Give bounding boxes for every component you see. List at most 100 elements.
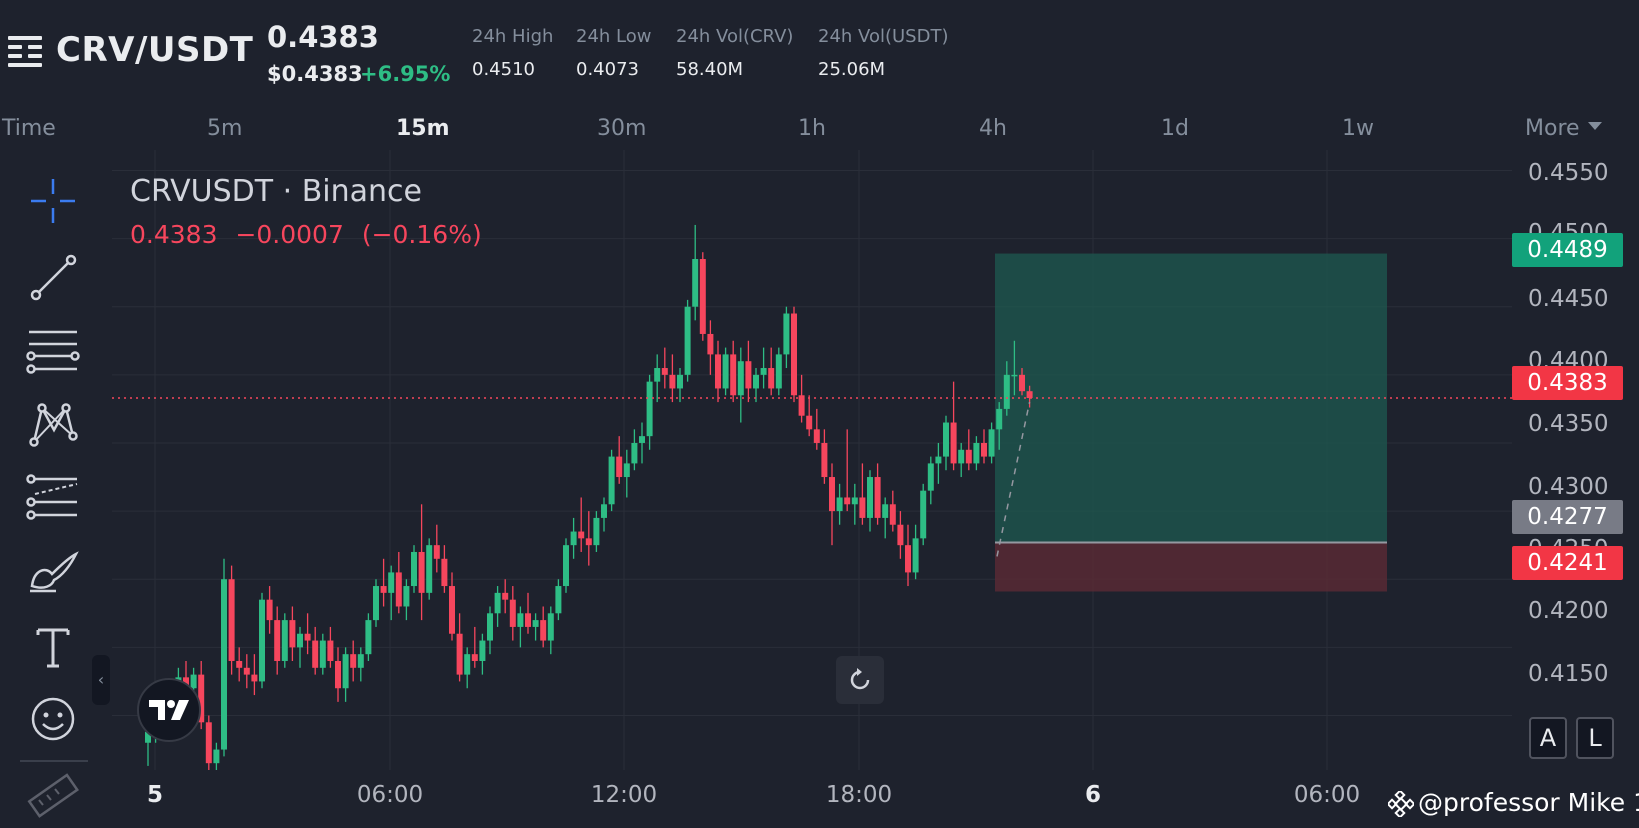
candle-body — [867, 477, 873, 518]
candle-body — [464, 654, 471, 675]
candle-body — [593, 517, 600, 546]
candle-body — [426, 545, 433, 593]
stop-price-tag[interactable]: 0.4241 — [1512, 546, 1623, 580]
candle-body — [920, 490, 927, 539]
reset-chart-button[interactable] — [836, 656, 884, 704]
price-change-percent: +6.95% — [360, 62, 451, 86]
text-tool[interactable] — [22, 618, 84, 676]
price-tick: 0.4300 — [1528, 474, 1609, 500]
candle-body — [487, 613, 493, 641]
legend-change-percent: (−0.16%) — [361, 220, 482, 249]
tab-15m[interactable]: 15m — [396, 116, 450, 141]
tab-1d[interactable]: 1d — [1161, 116, 1189, 141]
candle-body — [433, 545, 440, 559]
candle-body — [1019, 374, 1025, 392]
time-tick: 18:00 — [825, 782, 893, 808]
auto-scale-button[interactable]: A — [1529, 717, 1567, 759]
target-price-tag[interactable]: 0.4489 — [1512, 233, 1623, 267]
more-dropdown[interactable]: More — [1525, 116, 1602, 141]
candle-body — [494, 592, 501, 614]
legend-change: −0.0007 — [235, 220, 344, 249]
tab-1w[interactable]: 1w — [1342, 116, 1374, 141]
candle-body — [289, 620, 296, 648]
candle-body — [851, 497, 858, 505]
candle-body — [699, 259, 706, 334]
candle-body — [532, 620, 539, 627]
candle-body — [737, 361, 744, 396]
trend-line-tool[interactable] — [22, 248, 84, 306]
price-tick: 0.4150 — [1528, 661, 1609, 687]
candle-body — [213, 749, 220, 764]
candle-body — [684, 306, 691, 375]
crosshair-tool[interactable] — [22, 172, 84, 230]
candle-body — [540, 620, 547, 641]
drawing-toolbar — [0, 160, 108, 828]
time-tick: 12:00 — [590, 782, 658, 808]
entry-price-tag[interactable]: 0.4277 — [1512, 500, 1623, 534]
candle-body — [639, 436, 645, 443]
candle-body — [145, 731, 151, 743]
candle-body — [312, 640, 319, 668]
candle-body — [502, 592, 509, 600]
candle-body — [221, 579, 227, 750]
horizontal-lines-icon — [26, 330, 80, 374]
candle-body — [768, 368, 775, 389]
stat-label: 24h High — [472, 26, 554, 47]
candle-body — [570, 531, 577, 546]
log-scale-button[interactable]: L — [1576, 717, 1614, 759]
stop-loss-zone — [995, 542, 1387, 592]
brush-tool[interactable] — [22, 542, 84, 600]
pattern-icon — [29, 403, 78, 447]
pair-name[interactable]: CRV/USDT — [56, 30, 254, 70]
chart-legend-values: 0.4383 −0.0007 (−0.16%) — [130, 220, 492, 249]
price-tick: 0.4550 — [1528, 160, 1609, 186]
candle-body — [813, 429, 820, 443]
ruler-tool[interactable] — [22, 772, 84, 824]
candle-body — [608, 456, 615, 505]
fib-tool[interactable] — [22, 468, 84, 526]
tradingview-logo[interactable] — [137, 678, 201, 742]
time-tick: 06:00 — [1293, 782, 1361, 808]
candle-body — [836, 497, 843, 512]
candle-body — [327, 640, 334, 661]
collapse-toolbar-button[interactable]: ‹ — [92, 655, 110, 705]
time-tick: 6 — [1084, 782, 1102, 808]
more-label: More — [1525, 116, 1580, 141]
tab-1h[interactable]: 1h — [798, 116, 826, 141]
tab-5m[interactable]: 5m — [207, 116, 243, 141]
candle-body — [236, 660, 243, 668]
tab-time[interactable]: Time — [2, 116, 56, 141]
menu-icon[interactable] — [8, 36, 42, 68]
tab-4h[interactable]: 4h — [979, 116, 1007, 141]
take-profit-zone — [995, 253, 1387, 543]
candle-body — [403, 586, 410, 607]
emoji-tool[interactable] — [22, 690, 84, 748]
candle-body — [791, 313, 797, 396]
candle-body — [692, 259, 699, 307]
candle-body — [525, 613, 531, 627]
candle-body — [844, 497, 851, 505]
usd-price: $0.4383 — [267, 62, 363, 86]
stat-value: 58.40M — [676, 59, 744, 80]
candle-body — [304, 633, 311, 641]
candle-body — [958, 449, 965, 464]
horizontal-lines-tool[interactable] — [22, 322, 84, 380]
candle-body — [205, 722, 212, 764]
candle-body — [996, 408, 1003, 430]
stat-24h-high: 24h High 0.4510 — [472, 26, 553, 80]
candle-body — [715, 354, 721, 389]
candle-body — [859, 497, 866, 518]
tradingview-icon — [149, 700, 189, 720]
candle-body — [601, 504, 607, 518]
legend-price: 0.4383 — [130, 220, 218, 249]
candle-body — [266, 599, 273, 621]
candle-body — [578, 531, 585, 539]
candle-body — [753, 374, 759, 389]
candle-body — [471, 654, 478, 661]
stat-label: 24h Vol(CRV) — [676, 26, 794, 47]
tab-30m[interactable]: 30m — [597, 116, 647, 141]
pattern-tool[interactable] — [22, 396, 84, 454]
candle-body — [783, 313, 790, 355]
stat-value: 0.4510 — [472, 59, 535, 80]
